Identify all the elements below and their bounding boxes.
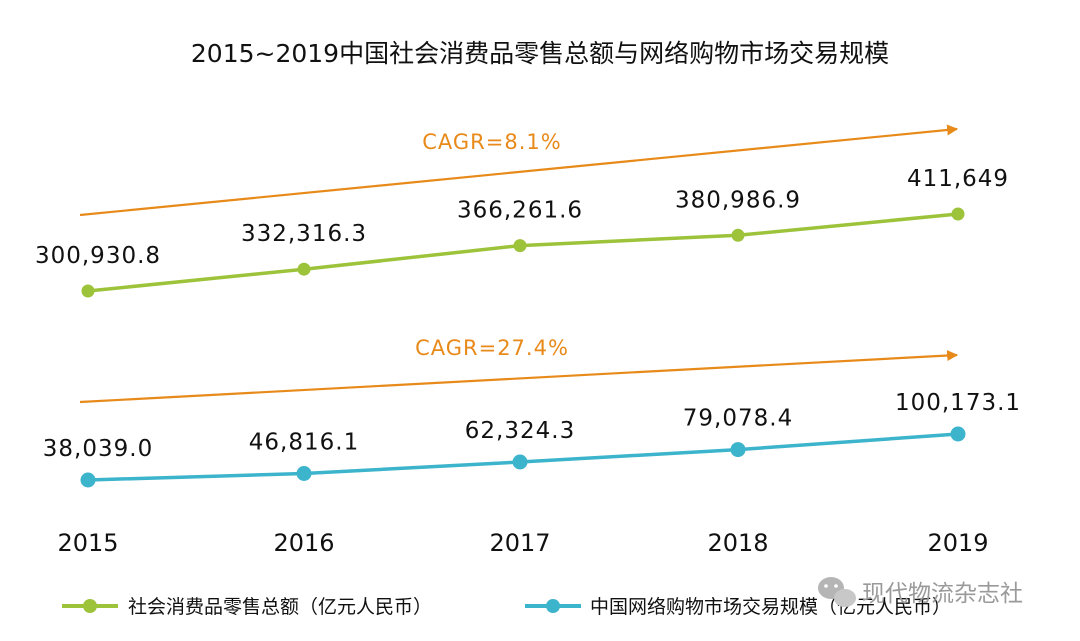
cagr-label-online: CAGR=27.4% xyxy=(415,336,569,360)
data-label-retail-2018: 380,986.9 xyxy=(675,187,801,213)
data-label-online-2016: 46,816.1 xyxy=(249,430,359,456)
x-tick-label-2019: 2019 xyxy=(927,529,988,557)
watermark-text: 现代物流杂志社 xyxy=(862,581,1023,607)
x-tick-label-2017: 2017 xyxy=(489,529,550,557)
x-tick-label-2018: 2018 xyxy=(707,529,768,557)
x-tick-label-2015: 2015 xyxy=(57,529,118,557)
x-axis: 2015 2016 2017 2018 2019 xyxy=(57,529,988,557)
cagr-arrow-retail xyxy=(79,124,959,217)
data-point-retail-2018 xyxy=(731,228,745,242)
data-label-online-2015: 38,039.0 xyxy=(43,436,153,462)
data-label-online-2019: 100,173.1 xyxy=(895,390,1021,416)
data-label-retail-2017: 366,261.6 xyxy=(457,198,583,224)
legend-marker-online xyxy=(546,599,560,613)
chart-title: 2015~2019中国社会消费品零售总额与网络购物市场交易规模 xyxy=(191,39,889,68)
legend-label-retail: 社会消费品零售总额（亿元人民币） xyxy=(128,596,432,618)
data-label-retail-2015: 300,930.8 xyxy=(35,243,161,269)
cagr-layer: CAGR=8.1% CAGR=27.4% xyxy=(79,124,959,404)
data-point-online-2017 xyxy=(512,454,528,470)
wechat-icon xyxy=(818,577,856,607)
data-point-online-2018 xyxy=(730,442,746,458)
data-label-retail-2016: 332,316.3 xyxy=(241,221,367,247)
watermark: 现代物流杂志社 xyxy=(818,577,1023,607)
cagr-label-retail: CAGR=8.1% xyxy=(422,130,561,154)
legend-item-online: 中国网络购物市场交易规模（亿元人民币） xyxy=(525,596,951,618)
series-layer: 300,930.8 332,316.3 366,261.6 380,986.9 411,… xyxy=(35,166,1021,488)
legend-label-online: 中国网络购物市场交易规模（亿元人民币） xyxy=(590,596,951,618)
data-point-retail-2019 xyxy=(951,207,965,221)
data-point-retail-2017 xyxy=(513,239,527,253)
data-point-online-2016 xyxy=(296,466,312,481)
data-label-online-2017: 62,324.3 xyxy=(465,418,575,444)
legend-item-retail: 社会消费品零售总额（亿元人民币） xyxy=(62,596,432,618)
data-label-retail-2019: 411,649 xyxy=(907,166,1009,192)
data-point-online-2015 xyxy=(80,472,96,488)
data-label-online-2018: 79,078.4 xyxy=(683,406,793,432)
legend-marker-retail xyxy=(83,599,97,613)
series-retail: 300,930.8 332,316.3 366,261.6 380,986.9 411,… xyxy=(35,166,1009,298)
data-point-retail-2016 xyxy=(297,262,311,276)
series-line-retail xyxy=(87,212,959,293)
x-tick-label-2016: 2016 xyxy=(273,529,334,557)
legend: 社会消费品零售总额（亿元人民币） 中国网络购物市场交易规模（亿元人民币） xyxy=(62,596,951,618)
data-point-online-2019 xyxy=(950,426,966,442)
cagr-arrow-online xyxy=(79,350,959,404)
series-online: 38,039.0 46,816.1 62,324.3 79,078.4 100,173.… xyxy=(43,390,1021,488)
data-point-retail-2015 xyxy=(81,284,95,298)
